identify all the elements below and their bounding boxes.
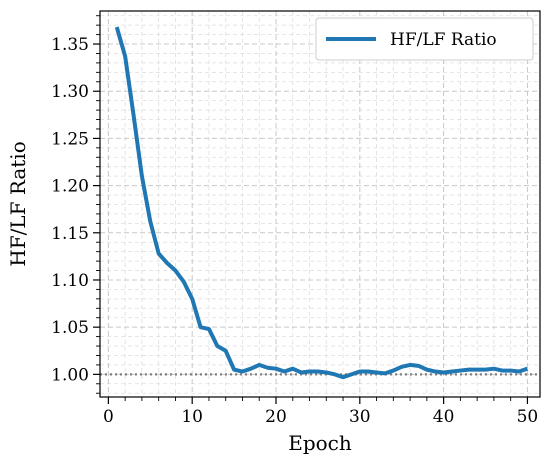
x-tick-label: 20: [265, 407, 287, 427]
x-tick-label: 10: [181, 407, 203, 427]
x-tick-label: 50: [517, 407, 539, 427]
x-tick-label: 0: [103, 407, 114, 427]
x-tick-label: 40: [433, 407, 455, 427]
y-tick-label: 1.15: [51, 224, 89, 244]
y-axis-label: HF/LF Ratio: [6, 141, 30, 267]
legend-label: HF/LF Ratio: [390, 30, 497, 50]
y-tick-label: 1.10: [51, 271, 89, 291]
x-tick-label: 30: [349, 407, 371, 427]
legend: HF/LF Ratio: [315, 17, 534, 61]
y-tick-label: 1.00: [51, 365, 89, 385]
y-tick-label: 1.30: [51, 82, 89, 102]
y-tick-label: 1.05: [51, 318, 89, 338]
legend-box: [315, 17, 534, 61]
plot-frame: [99, 10, 541, 398]
y-tick-label: 1.25: [51, 129, 89, 149]
grid: [100, 11, 540, 397]
tick-labels: 0 10 20 30 40 50 1.00 1.05 1.10 1.15 1.20 1.25 1.30 1…: [51, 35, 538, 427]
y-tick-label: 1.20: [51, 177, 89, 197]
y-tick-label: 1.35: [51, 35, 89, 55]
axis-ticks: [93, 15, 529, 404]
series-line-hf-lf-ratio: [114, 26, 529, 380]
x-axis-label: Epoch: [288, 431, 352, 455]
